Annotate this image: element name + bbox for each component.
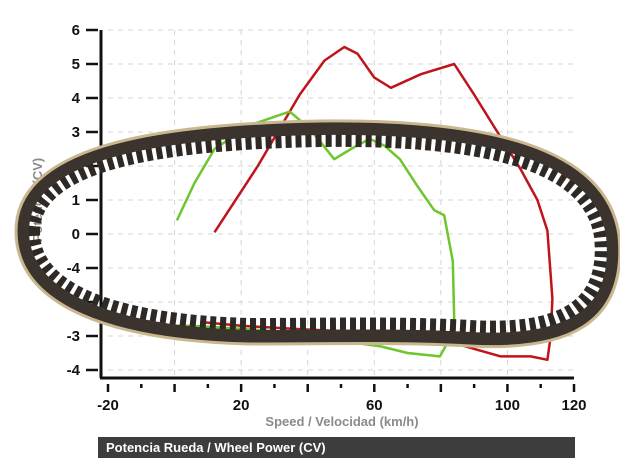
y-tick-label: 5 — [72, 56, 80, 73]
x-tick-label: 120 — [561, 397, 586, 414]
x-tick-label: 20 — [233, 397, 250, 414]
y-tick-label: 3 — [72, 124, 80, 141]
belt-edge — [14, 119, 620, 349]
x-tick-label: -20 — [97, 397, 119, 414]
belt-teeth — [23, 130, 611, 337]
y-tick-label: 4 — [72, 90, 81, 107]
y-tick-label: -4 — [67, 362, 81, 379]
y-tick-label: 1 — [72, 192, 80, 209]
chart-title-bar: Potencia Rueda / Wheel Power (CV) — [98, 437, 575, 458]
y-tick-label: -4 — [67, 260, 81, 277]
y-tick-label: -3 — [67, 328, 80, 345]
x-axis-label: Speed / Velocidad (km/h) — [265, 414, 418, 429]
x-tick-label: 60 — [366, 397, 383, 414]
x-tick-label: 100 — [495, 397, 520, 414]
y-tick-label: 0 — [72, 226, 80, 243]
belt-body — [14, 120, 620, 347]
y-tick-label: 6 — [72, 22, 80, 39]
